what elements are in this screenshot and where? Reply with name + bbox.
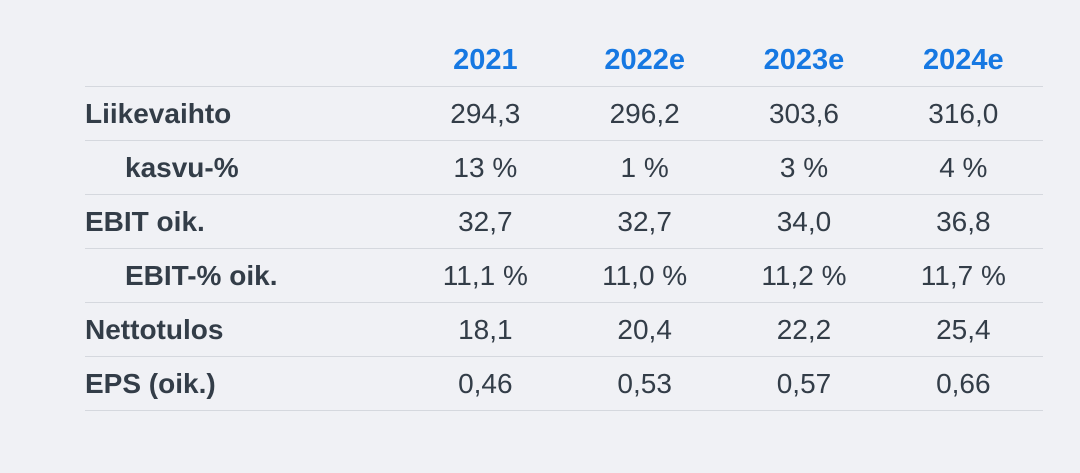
table-cell: 36,8 xyxy=(883,194,1043,249)
row-label: EBIT oik. xyxy=(85,194,406,249)
table-cell: 4 % xyxy=(883,140,1043,195)
table-cell: 316,0 xyxy=(883,86,1043,141)
table-cell: 18,1 xyxy=(405,302,565,357)
table-cell: 32,7 xyxy=(564,194,725,249)
table-cell: 32,7 xyxy=(405,194,565,249)
table-cell: 296,2 xyxy=(564,86,725,141)
table-row-nettotulos: Nettotulos 18,1 20,4 22,2 25,4 xyxy=(85,302,1043,357)
table-cell: 303,6 xyxy=(724,86,884,141)
table-cell: 0,66 xyxy=(883,356,1043,411)
table-cell: 0,46 xyxy=(405,356,565,411)
table-cell: 294,3 xyxy=(405,86,565,141)
table-cell: 3 % xyxy=(724,140,884,195)
table-cell: 11,1 % xyxy=(405,248,565,303)
column-header-2021: 2021 xyxy=(453,43,518,76)
table-cell: 11,7 % xyxy=(883,248,1043,303)
column-header-2024e: 2024e xyxy=(922,43,1004,76)
table-cell: 0,57 xyxy=(724,356,884,411)
row-label: Liikevaihto xyxy=(85,86,406,141)
table-cell: 25,4 xyxy=(883,302,1043,357)
table-cell: 1 % xyxy=(564,140,725,195)
table-row-ebit: EBIT oik. 32,7 32,7 34,0 36,8 xyxy=(85,194,1043,249)
column-header-2023e: 2023e xyxy=(763,43,845,76)
row-label: kasvu-% xyxy=(85,140,406,195)
table-row-ebit-pct: EBIT-% oik. 11,1 % 11,0 % 11,2 % 11,7 % xyxy=(85,248,1043,303)
table-row-liikevaihto: Liikevaihto 294,3 296,2 303,6 316,0 xyxy=(85,86,1043,141)
table-cell: 11,0 % xyxy=(564,248,725,303)
table-cell: 0,53 xyxy=(564,356,725,411)
row-label-header xyxy=(85,34,406,87)
row-label: EPS (oik.) xyxy=(85,356,406,411)
table-cell: 34,0 xyxy=(724,194,884,249)
table-cell: 22,2 xyxy=(724,302,884,357)
column-header-2022e: 2022e xyxy=(604,43,685,76)
row-label: Nettotulos xyxy=(85,302,406,357)
header-row: 2021 2022e 2023e 2024e xyxy=(85,34,1043,87)
row-label: EBIT-% oik. xyxy=(85,248,406,303)
table-row-kasvu-pct: kasvu-% 13 % 1 % 3 % 4 % xyxy=(85,140,1043,195)
table-row-eps: EPS (oik.) 0,46 0,53 0,57 0,66 xyxy=(85,356,1043,411)
table-cell: 11,2 % xyxy=(724,248,884,303)
table-cell: 20,4 xyxy=(564,302,725,357)
table-cell: 13 % xyxy=(405,140,565,195)
estimates-table: 2021 2022e 2023e 2024e Liikevaihto 294,3… xyxy=(85,34,1043,411)
